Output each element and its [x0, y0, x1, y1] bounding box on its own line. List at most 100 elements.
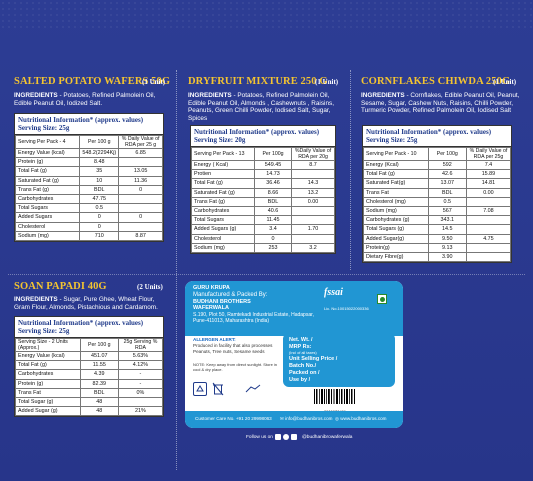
serving-size: Serving Size: 25g [15, 327, 163, 338]
net-wt-label: Net. Wt. / [289, 337, 313, 343]
contact-bar: Customer Care No. +91 20 29998063 ✉ info… [185, 411, 403, 428]
table-cell: 548.2(2294Kj) [79, 147, 120, 159]
table-cell: Added Sugar (g) [15, 406, 81, 417]
table-header: Serving Size - 2 Units (Approx.) Per 100 … [15, 338, 164, 352]
table-cell [118, 157, 163, 168]
mrp-label: MRP Rs: [289, 344, 312, 350]
table-cell: Trans Fat [363, 187, 429, 198]
social-row: Follow us on @budhanibrowaferwala [246, 434, 352, 440]
table-cell: 7.4 [465, 159, 512, 171]
table-row: Total Sugars (g) 14.5 [363, 224, 512, 235]
table-cell: Energy Value (kcal) [14, 147, 81, 159]
table-cell: BDL [79, 387, 119, 398]
table-cell: 8.66 [253, 187, 293, 198]
nutrition-table: Nutritional Information* (approx. values… [362, 125, 512, 264]
table-cell: 0% [117, 387, 164, 398]
table-row: Total Fat (g) 35 13.05 [14, 166, 163, 177]
table-row: Protein (g) 82.39- [15, 378, 164, 389]
table-cell [291, 233, 335, 244]
table-cell: 21% [117, 406, 164, 417]
product-unit: (1 Unit) [315, 78, 339, 86]
barcode-bars [314, 389, 355, 404]
table-cell: Cholesterol [191, 233, 255, 244]
table-cell: Dietary Fibre(g) [363, 251, 429, 263]
license-number: Lic. No.10015022000336 [324, 306, 369, 311]
youtube-icon[interactable] [274, 434, 281, 440]
email-icon: ✉ [280, 416, 284, 421]
product-title: CORNFLAKES CHIWDA 250G [361, 76, 511, 87]
table-cell: 11.55 [79, 360, 119, 371]
brand-name: GURU KRUPA [193, 285, 230, 291]
table-cell: Energy Value (kcal) [15, 350, 81, 362]
table-header: Serving Per Pack - 13 Per 100g %Daily Valu… [191, 147, 335, 161]
table-cell: Protein(g) [363, 242, 429, 253]
table-cell: Added Sugars [14, 212, 81, 223]
website: ◎ www.budhanibros.com [335, 416, 387, 421]
nutrition-title: Nutritional Information* (approx. values… [194, 128, 320, 136]
table-cell: Protien [191, 169, 255, 180]
table-cell: 0 [118, 184, 163, 195]
allergen-title: ALLERGEN ALERT: [193, 337, 236, 342]
column-header: Per 100g [427, 147, 467, 161]
product-unit: (1 Unit) [142, 78, 166, 86]
table-row: Energy Value (kcal) 548.2(2294Kj) 6.85 [14, 147, 163, 159]
address: S.190, Plot 50, Ramtekadi Industrial Est… [193, 312, 314, 324]
table-row: Carbohydrates 4.39- [15, 369, 164, 380]
table-cell: Carbohydrates [14, 193, 81, 205]
table-cell: Total Sugar (g) [15, 396, 81, 408]
table-row: Added Sugars 0 0 [14, 212, 163, 223]
table-cell [117, 396, 164, 408]
facebook-icon[interactable] [290, 434, 297, 440]
table-cell: Protein (g) [15, 378, 81, 389]
column-header: Serving Size - 2 Units (Approx.) [15, 338, 81, 352]
table-cell: 35 [79, 166, 120, 177]
customer-care: Customer Care No. +91 20 29998063 [195, 416, 272, 421]
table-row: Saturated Fat(g) 13.07 14.81 [363, 178, 512, 189]
nutrition-table: Nutritional Information* (approx. values… [190, 125, 336, 254]
table-cell: 0 [253, 233, 293, 244]
table-row: Cholesterol 0 [191, 233, 335, 244]
company-name: BUDHANI BROTHERS WAFERWALA [193, 299, 251, 311]
table-cell: 5.63% [117, 350, 164, 362]
table-row: Protein (g) 8.48 [14, 157, 163, 168]
table-cell [465, 224, 512, 235]
table-row: Trans Fat BDL 0% [15, 387, 164, 398]
table-cell: Carbohydrates [191, 205, 255, 217]
table-cell: Energy ( Kcal) [191, 159, 255, 171]
table-cell: Total Sugars (g) [363, 224, 429, 235]
table-cell: Energy (Kcal) [363, 159, 429, 171]
nutrition-title: Nutritional Information* (approx. values… [18, 116, 144, 124]
instagram-icon[interactable] [282, 434, 289, 440]
table-cell: 8.87 [118, 230, 163, 241]
table-cell: Carbohydrates (g) [363, 215, 429, 226]
table-cell: 0 [79, 221, 120, 232]
ingredients: INGREDIENTS - Sugar, Pure Ghee, Wheat Fl… [14, 296, 158, 311]
table-cell: 11.36 [118, 175, 163, 186]
column-header: Serving Per Pack - 13 [191, 147, 255, 161]
serving-size: Serving Size: 20g [191, 136, 335, 147]
table-row: Total Fat (g) 36.46 14.3 [191, 178, 335, 189]
table-row: Sodium (mg) 567 7.08 [363, 205, 512, 217]
table-cell [118, 193, 163, 205]
table-row: Saturated Fat (g) 8.66 13.2 [191, 187, 335, 198]
table-cell: 7.08 [465, 205, 512, 217]
pricing-box: Net. Wt. / MRP Rs: (Incl of all taxes) U… [283, 333, 395, 387]
column-header: 25g Serving % RDA [117, 338, 164, 352]
table-cell: Sodium (mg) [191, 242, 255, 253]
table-cell: 36.46 [253, 178, 293, 189]
waste-bin-icon [211, 382, 225, 396]
table-cell: 48 [79, 406, 119, 417]
table-row: Protein(g) 9.13 [363, 242, 512, 253]
follow-label: Follow us on [246, 434, 273, 440]
globe-icon: ◎ [335, 416, 340, 421]
ingredients: INGREDIENTS - Cornflakes, Edible Peanut … [361, 92, 520, 115]
column-divider [176, 70, 177, 470]
serving-size: Serving Size: 25g [363, 136, 511, 147]
product-unit: (1 Unit) [493, 78, 517, 86]
table-cell [291, 169, 335, 180]
table-cell: 13.05 [118, 166, 163, 177]
table-cell: 567 [427, 205, 467, 217]
column-header: Serving Per Pack - 10 [363, 147, 429, 161]
table-cell [118, 221, 163, 232]
ingredients: INGREDIENTS - Potatoes, Refined Palmolei… [188, 92, 334, 122]
